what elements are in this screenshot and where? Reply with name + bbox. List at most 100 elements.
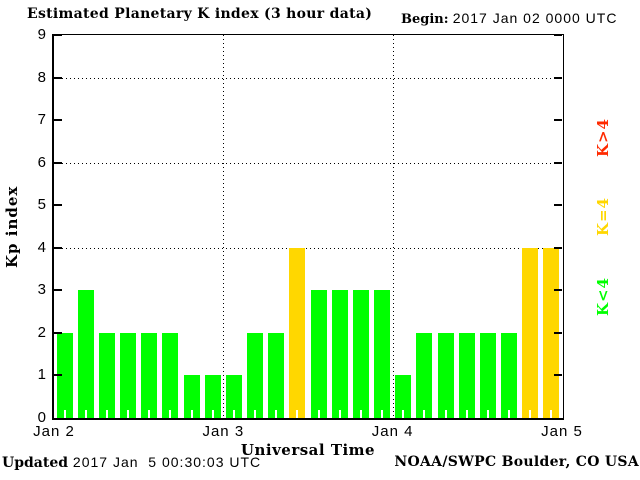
x-minor-tick: [359, 410, 362, 418]
x-tick-label: Jan 5: [541, 423, 583, 440]
y-tick-label: 1: [37, 366, 46, 384]
kp-bar: [183, 375, 200, 418]
y-tick: [554, 161, 562, 164]
x-minor-tick: [190, 410, 193, 418]
x-tick-label: Jan 2: [33, 423, 75, 440]
y-tick-label: 9: [37, 26, 46, 43]
y-tick: [54, 161, 62, 164]
y-tick-label: 2: [37, 323, 46, 341]
kp-bar: [458, 333, 475, 418]
y-tick: [554, 204, 562, 207]
kp-bar: [98, 333, 115, 418]
begin-label: Begin:: [401, 12, 449, 27]
x-minor-tick: [338, 410, 341, 418]
kp-bar: [77, 290, 94, 418]
x-minor-tick: [63, 410, 66, 418]
y-tick: [54, 374, 62, 377]
y-tick: [54, 119, 62, 122]
y-tick-label: 0: [37, 409, 46, 426]
x-minor-tick: [423, 410, 426, 418]
x-minor-tick: [402, 410, 405, 418]
kp-bar: [310, 290, 327, 418]
plot-frame: [52, 34, 564, 420]
x-minor-tick: [508, 410, 511, 418]
x-minor-tick: [275, 410, 278, 418]
x-minor-tick: [127, 410, 130, 418]
x-minor-tick: [232, 410, 235, 418]
y-tick-label: 6: [37, 153, 46, 171]
kp-bar: [162, 333, 179, 418]
kp-bar: [501, 333, 518, 418]
x-axis-title: Universal Time: [240, 441, 376, 459]
kp-bar: [120, 333, 137, 418]
kp-bar: [479, 333, 496, 418]
kp-bar: [522, 248, 539, 418]
plot-area: [54, 34, 562, 418]
x-minor-tick: [465, 410, 468, 418]
y-tick-label: 3: [37, 281, 46, 299]
x-minor-tick: [444, 410, 447, 418]
y-tick-label: 4: [37, 238, 46, 256]
y-tick: [554, 289, 562, 292]
legend-item-K4: K=4: [594, 197, 612, 237]
x-minor-tick: [169, 410, 172, 418]
updated-value: 2017 Jan 5 00:30:03 UTC: [68, 454, 262, 470]
y-tick: [554, 331, 562, 334]
y-tick: [54, 246, 62, 249]
updated-label: Updated: [2, 455, 69, 471]
x-minor-tick: [296, 410, 299, 418]
x-minor-tick: [486, 410, 489, 418]
x-minor-tick: [254, 410, 257, 418]
x-tick-label: Jan 3: [202, 423, 245, 440]
kp-bar: [352, 290, 369, 418]
kp-bar: [268, 333, 285, 418]
kp-bar: [289, 248, 306, 418]
gridline-y-8: [54, 77, 562, 79]
x-minor-tick: [529, 410, 532, 418]
y-axis-title: Kp index: [3, 185, 21, 269]
kp-bar: [331, 290, 348, 418]
y-tick: [554, 246, 562, 249]
x-minor-tick: [84, 410, 87, 418]
x-minor-tick: [105, 410, 108, 418]
y-tick-label: 5: [37, 196, 46, 214]
gridline-x-day-2: [393, 35, 394, 418]
y-tick: [54, 331, 62, 334]
x-minor-tick: [550, 410, 553, 418]
x-minor-tick: [211, 410, 214, 418]
y-tick-label: 7: [37, 111, 46, 129]
y-tick: [554, 119, 562, 122]
y-tick: [54, 204, 62, 207]
x-minor-tick: [317, 410, 320, 418]
y-tick: [554, 374, 562, 377]
gridline-y-6: [54, 162, 562, 164]
kp-bar: [437, 333, 454, 418]
begin-time: Begin: 2017 Jan 02 0000 UTC: [401, 10, 617, 27]
gridline-y-4: [54, 247, 562, 249]
credit-text: NOAA/SWPC Boulder, CO USA: [394, 454, 639, 470]
legend-item-K4: K<4: [594, 276, 612, 316]
y-tick: [554, 34, 562, 36]
legend-item-K4: K>4: [594, 118, 612, 158]
kp-bar: [204, 375, 221, 418]
chart-legend: K>4 K=4 K<4: [592, 118, 614, 316]
begin-value: 2017 Jan 02 0000 UTC: [452, 10, 618, 26]
y-tick: [554, 76, 562, 79]
y-tick-label: 8: [37, 68, 46, 86]
kp-bar: [141, 333, 158, 418]
kp-bar: [247, 333, 264, 418]
x-minor-tick: [381, 410, 384, 418]
y-tick: [54, 34, 62, 36]
chart-title: Estimated Planetary K index (3 hour data…: [27, 6, 373, 22]
updated-timestamp: Updated 2017 Jan 5 00:30:03 UTC: [2, 454, 261, 471]
kp-bar: [374, 290, 391, 418]
kp-bar: [225, 375, 242, 418]
kp-bar: [416, 333, 433, 418]
kp-bar: [395, 375, 412, 418]
x-tick-label: Jan 4: [371, 423, 414, 440]
y-tick: [54, 289, 62, 292]
x-minor-tick: [148, 410, 151, 418]
kp-bar: [56, 333, 73, 418]
y-tick: [54, 76, 62, 79]
